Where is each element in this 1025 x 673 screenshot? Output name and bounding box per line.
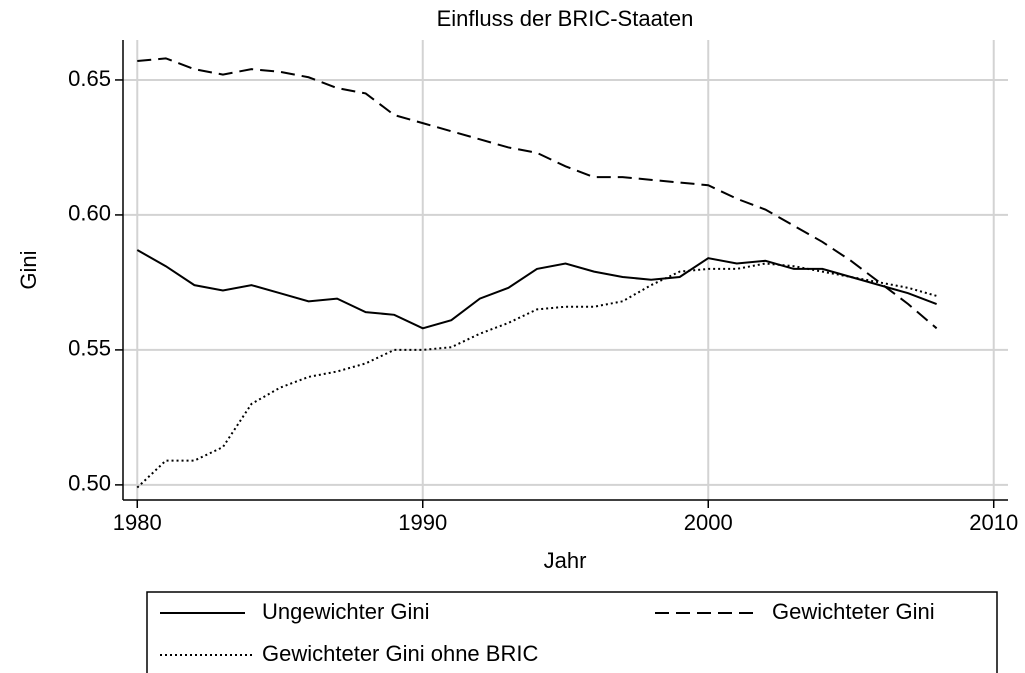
series-line [137,57,938,330]
y-axis-label: Gini [16,250,41,289]
y-tick-label: 0.65 [68,66,111,91]
y-tick-label: 0.60 [68,201,111,226]
y-tick-label: 0.55 [68,336,111,361]
x-tick-label: 1980 [113,510,162,535]
x-axis-label: Jahr [544,548,587,573]
x-tick-label: 2000 [684,510,733,535]
y-tick-label: 0.50 [68,471,111,496]
x-tick-label: 2010 [969,510,1018,535]
legend-label: Gewichteter Gini [772,599,935,624]
legend-box [146,591,998,673]
x-tick-label: 1990 [398,510,447,535]
series-line [136,262,937,489]
legend-label: Ungewichter Gini [262,599,430,624]
chart-title: Einfluss der BRIC-Staaten [437,6,694,31]
legend-label: Gewichteter Gini ohne BRIC [262,641,538,666]
